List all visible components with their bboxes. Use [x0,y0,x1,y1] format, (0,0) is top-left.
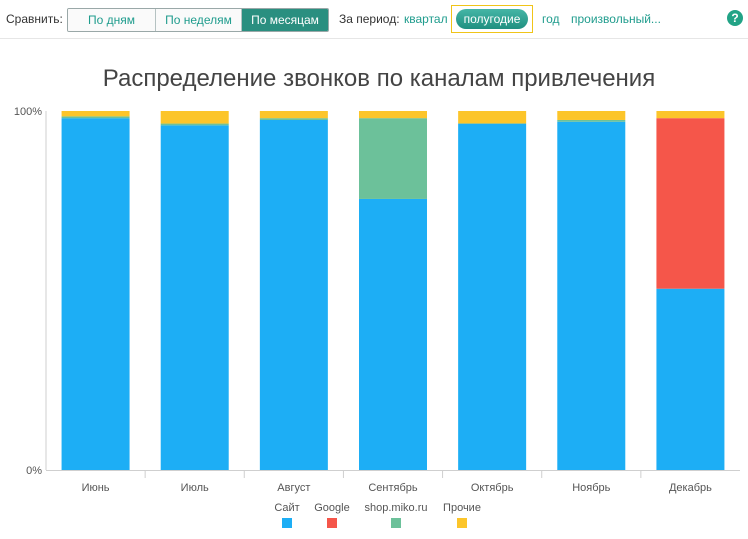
x-tick-label: Октябрь [471,482,514,494]
bar-segment-Декабрь-Google[interactable] [656,118,725,289]
y-tick-label-0: 0% [26,465,42,477]
compare-weeks-button[interactable]: По неделям [156,9,242,31]
compare-days-button[interactable]: По дням [68,9,156,31]
compare-months-button[interactable]: По месяцам [242,9,328,31]
bar-segment-Декабрь-Прочие[interactable] [656,111,725,119]
x-tick-label: Август [277,482,310,494]
bar-segment-Октябрь-Прочие[interactable] [458,111,527,124]
x-tick-label: Июль [181,482,209,494]
bar-segment-Октябрь-Сайт[interactable] [458,123,527,470]
bar-segment-Ноябрь-shop.miko.ru[interactable] [557,119,626,122]
bar-segment-Июнь-Прочие[interactable] [61,111,130,117]
compare-label: Сравнить: [6,12,63,26]
bar-segment-Сентябрь-Сайт[interactable] [359,198,427,470]
help-icon[interactable]: ? [727,10,743,26]
toolbar-divider [0,38,748,39]
toolbar: Сравнить: По дням По неделям По месяцам … [0,0,748,38]
legend-swatch[interactable] [457,518,467,528]
legend-label: Сайт [274,502,299,514]
bar-segment-Июль-Сайт[interactable] [160,125,229,471]
legend-label: shop.miko.ru [365,502,428,514]
bar-segment-Июль-Прочие[interactable] [160,111,229,124]
bar-segment-Декабрь-Сайт[interactable] [656,288,725,470]
legend-swatch[interactable] [282,518,292,528]
period-halfyear-highlight: полугодие [451,5,533,33]
period-year-link[interactable]: год [542,12,560,26]
bar-segment-Август-Сайт[interactable] [259,119,328,470]
bar-segment-Август-Прочие[interactable] [259,111,328,119]
bar-segment-Сентябрь-Прочие[interactable] [359,111,427,119]
x-tick-label: Июнь [82,482,110,494]
legend-label: Прочие [443,502,481,514]
period-custom-link[interactable]: произвольный... [571,12,661,26]
bar-segment-Июнь-shop.miko.ru[interactable] [61,116,130,119]
bar-segment-Ноябрь-Сайт[interactable] [557,121,626,471]
bar-segment-Июль-shop.miko.ru[interactable] [160,123,229,126]
x-tick-label: Ноябрь [572,482,610,494]
x-tick-label: Сентябрь [368,482,418,494]
legend-swatch[interactable] [391,518,401,528]
period-label: За период: [339,12,400,26]
bar-segment-Сентябрь-shop.miko.ru[interactable] [359,118,427,199]
legend-label: Google [314,502,349,514]
bar-segment-Август-shop.miko.ru[interactable] [259,118,328,120]
bar-segment-Ноябрь-Прочие[interactable] [557,111,626,120]
period-quarter-link[interactable]: квартал [404,12,448,26]
compare-segmented-control: По дням По неделям По месяцам [67,8,329,32]
x-tick-label: Декабрь [669,482,712,494]
chart-title: Распределение звонков по каналам привлеч… [102,65,656,92]
y-tick-label-100: 100% [14,106,42,118]
legend-swatch[interactable] [327,518,337,528]
period-halfyear-button[interactable]: полугодие [456,9,528,29]
bar-segment-Июнь-Сайт[interactable] [61,118,130,471]
